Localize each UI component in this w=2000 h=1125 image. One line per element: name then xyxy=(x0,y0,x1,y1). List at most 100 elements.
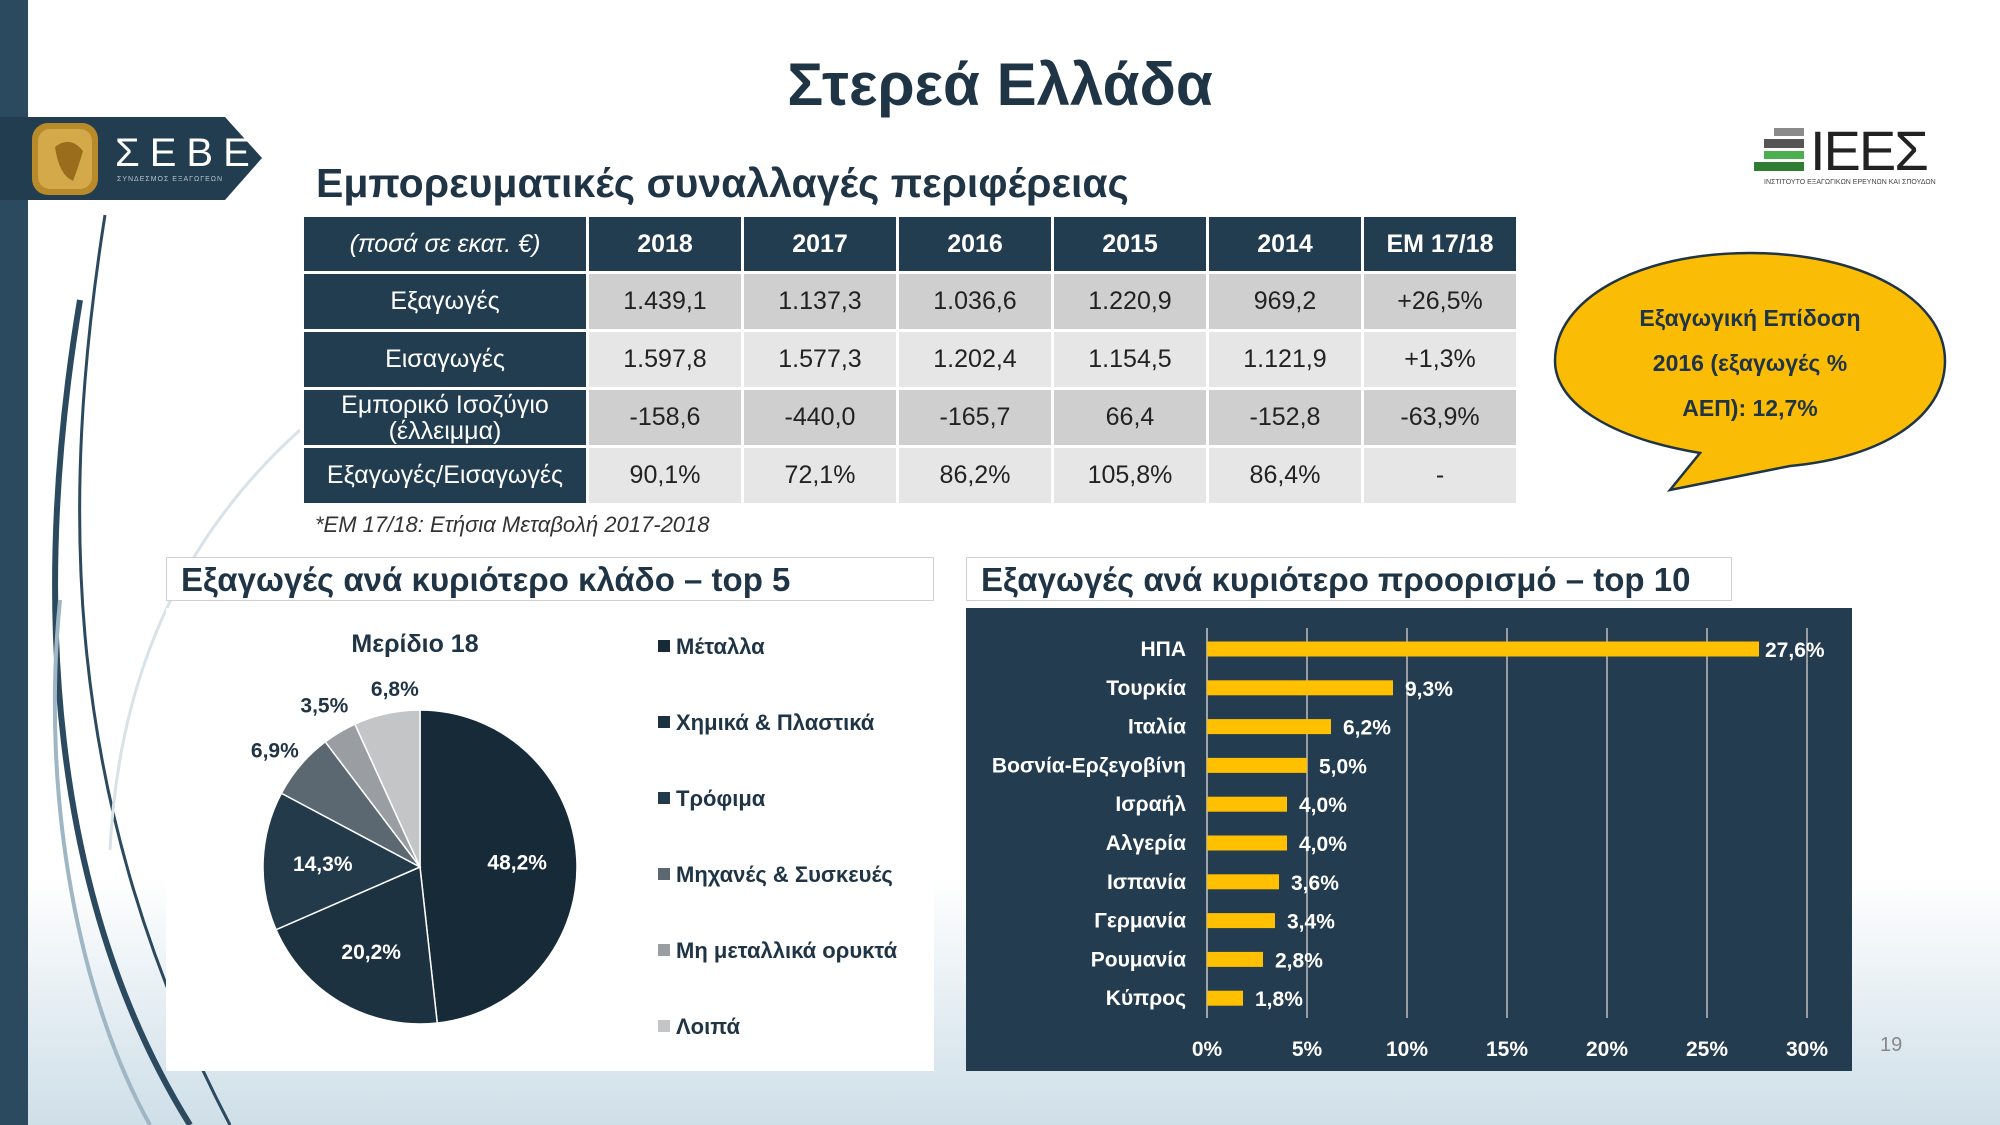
table-cell: 86,4% xyxy=(1209,448,1361,503)
bar-category-label: Ισραήλ xyxy=(1115,793,1186,816)
table-footnote: *ΕΜ 17/18: Ετήσια Μεταβολή 2017-2018 xyxy=(315,512,710,537)
table-cell: -440,0 xyxy=(744,390,896,445)
table-cell: 1.220,9 xyxy=(1054,274,1206,329)
table-cell: - xyxy=(1364,448,1516,503)
bar-data-label: 9,3% xyxy=(1405,678,1453,701)
table-cell: 86,2% xyxy=(899,448,1051,503)
legend-swatch xyxy=(658,868,670,880)
x-tick-label: 15% xyxy=(1486,1038,1528,1061)
row-label: Εισαγωγές xyxy=(304,332,586,387)
table-cell: 66,4 xyxy=(1054,390,1206,445)
table-corner-label: (ποσά σε εκατ. €) xyxy=(304,217,586,271)
pie-data-label: 6,9% xyxy=(251,739,299,762)
bar xyxy=(1207,680,1393,696)
table-cell: 1.577,3 xyxy=(744,332,896,387)
legend-label: Μηχανές & Συσκευές xyxy=(676,862,893,887)
x-tick-label: 0% xyxy=(1192,1038,1223,1061)
table-cell: 1.597,8 xyxy=(589,332,741,387)
destination-bar-chart: 0% 5% 10% 15% 20% 25% 30% ΗΠΑ 27,6% Τουρκία 9,3% Ιτ… xyxy=(992,628,1828,1061)
bar-data-label: 27,6% xyxy=(1765,639,1825,662)
bar xyxy=(1207,757,1307,773)
x-tick-label: 5% xyxy=(1292,1038,1323,1061)
table-cell: -152,8 xyxy=(1209,390,1361,445)
bar-data-label: 2,8% xyxy=(1275,949,1323,972)
x-tick-label: 10% xyxy=(1386,1038,1428,1061)
bar-data-label: 4,0% xyxy=(1299,833,1347,856)
column-header: 2015 xyxy=(1054,217,1206,271)
legend-swatch xyxy=(658,640,670,652)
bar-data-label: 6,2% xyxy=(1343,717,1391,740)
callout-line: 2016 (εξαγωγές % xyxy=(1652,350,1848,376)
table-cell: 1.202,4 xyxy=(899,332,1051,387)
sector-pie-chart: Μερίδιο 18 48,2% 20,2% 14,3% 6,9%3,5% 6,8% Μέ… xyxy=(251,630,898,1039)
table-cell: 1.121,9 xyxy=(1209,332,1361,387)
legend-label: Τρόφιμα xyxy=(676,786,766,811)
iees-logo-tagline: ΙΝΣΤΙΤΟΥΤΟ ΕΞΑΓΩΓΙΚΩΝ ΕΡΕΥΝΩΝ ΚΑΙ ΣΠΟΥΔΩ… xyxy=(1764,179,1936,186)
table-cell: -158,6 xyxy=(589,390,741,445)
bar xyxy=(1207,990,1243,1006)
bar-category-label: Βοσνία-Ερζεγοβίνη xyxy=(992,754,1186,777)
callout-line: Εξαγωγική Επίδοση xyxy=(1639,305,1861,331)
table-cell: 969,2 xyxy=(1209,274,1361,329)
bar-category-label: Ρουμανία xyxy=(1091,948,1186,971)
table-cell: 1.137,3 xyxy=(744,274,896,329)
bar-category-label: Ισπανία xyxy=(1107,871,1186,894)
iees-logo: ΙΕΕΣ ΙΝΣΤΙΤΟΥΤΟ ΕΞΑΓΩΓΙΚΩΝ ΕΡΕΥΝΩΝ ΚΑΙ Σ… xyxy=(1754,119,1960,192)
table-row: Εμπορικό Ισοζύγιο (έλλειμμα) -158,6 -440… xyxy=(304,390,1516,445)
legend-label: Λοιπά xyxy=(676,1014,740,1039)
x-tick-label: 30% xyxy=(1786,1038,1828,1061)
pie-title: Μερίδιο 18 xyxy=(351,630,478,658)
pie-slice xyxy=(419,709,578,1024)
table-cell: 1.439,1 xyxy=(589,274,741,329)
legend-swatch xyxy=(658,1020,670,1032)
sector-pie-chart-panel: Μερίδιο 18 48,2% 20,2% 14,3% 6,9% 3,5% 6,8% Μέ… xyxy=(166,608,934,1071)
column-header: 2018 xyxy=(589,217,741,271)
bar xyxy=(1207,641,1759,657)
sebe-logo-text: ΣΕΒΕ xyxy=(115,131,260,175)
table-cell: 105,8% xyxy=(1054,448,1206,503)
pie-slice xyxy=(275,865,439,1025)
bar-data-label: 5,0% xyxy=(1319,755,1367,778)
row-label: Εξαγωγές xyxy=(304,274,586,329)
sebe-logo-tagline: ΣΥΝΔΕΣΜΟΣ ΕΞΑΓΩΓΕΩΝ xyxy=(117,176,224,183)
table-cell: +26,5% xyxy=(1364,274,1516,329)
bar xyxy=(1207,835,1287,851)
pie-data-label: 48,2% xyxy=(487,852,547,875)
column-header: 2016 xyxy=(899,217,1051,271)
destination-section-title: Εξαγωγές ανά κυριότερο προορισμό – top 1… xyxy=(966,557,1732,601)
table-cell: 72,1% xyxy=(744,448,896,503)
legend-swatch xyxy=(658,716,670,728)
column-header: ΕΜ 17/18 xyxy=(1364,217,1516,271)
bar-category-label: Γερμανία xyxy=(1094,910,1186,933)
sector-section-title: Εξαγωγές ανά κυριότερο κλάδο – top 5 xyxy=(166,557,934,601)
bar-data-label: 4,0% xyxy=(1299,794,1347,817)
bar-category-label: Κύπρος xyxy=(1106,987,1186,1010)
destination-bar-chart-panel: 0% 5% 10% 15% 20% 25% 30% ΗΠΑ 27,6% Τουρκία 9,3% Ιτ… xyxy=(966,608,1852,1071)
bar xyxy=(1207,874,1279,890)
legend-label: Μη μεταλλικά ορυκτά xyxy=(676,938,898,963)
legend-label: Χημικά & Πλαστικά xyxy=(676,710,875,735)
pie-data-label: 6,8% xyxy=(371,678,419,701)
table-cell: +1,3% xyxy=(1364,332,1516,387)
svg-text:ΙΕΕΣ: ΙΕΕΣ xyxy=(1810,126,1927,182)
row-label: Εξαγωγές/Εισαγωγές xyxy=(304,448,586,503)
table-cell: -165,7 xyxy=(899,390,1051,445)
table-row: Εξαγωγές/Εισαγωγές 90,1% 72,1% 86,2% 105… xyxy=(304,448,1516,503)
x-tick-label: 25% xyxy=(1686,1038,1728,1061)
pie-slice xyxy=(353,709,421,868)
trade-table: (ποσά σε εκατ. €) 2018 2017 2016 2015 20… xyxy=(301,214,1519,506)
page-number: 19 xyxy=(1880,1034,1903,1056)
section-subtitle: Εμπορευματικές συναλλαγές περιφέρειας xyxy=(316,160,1129,206)
bar-category-label: Τουρκία xyxy=(1106,677,1186,700)
bar xyxy=(1207,951,1263,967)
callout-text: Εξαγωγική Επίδοση 2016 (εξαγωγές % ΑΕΠ):… xyxy=(1590,296,1910,431)
bar xyxy=(1207,719,1331,735)
row-label: Εμπορικό Ισοζύγιο (έλλειμμα) xyxy=(304,390,586,445)
table-header-row: (ποσά σε εκατ. €) 2018 2017 2016 2015 20… xyxy=(304,217,1516,271)
column-header: 2014 xyxy=(1209,217,1361,271)
sebe-logo xyxy=(0,117,262,200)
table-cell: 1.154,5 xyxy=(1054,332,1206,387)
callout-bubble xyxy=(1553,251,1947,492)
bar-category-label: Αλγερία xyxy=(1106,832,1186,855)
bar xyxy=(1207,796,1287,812)
